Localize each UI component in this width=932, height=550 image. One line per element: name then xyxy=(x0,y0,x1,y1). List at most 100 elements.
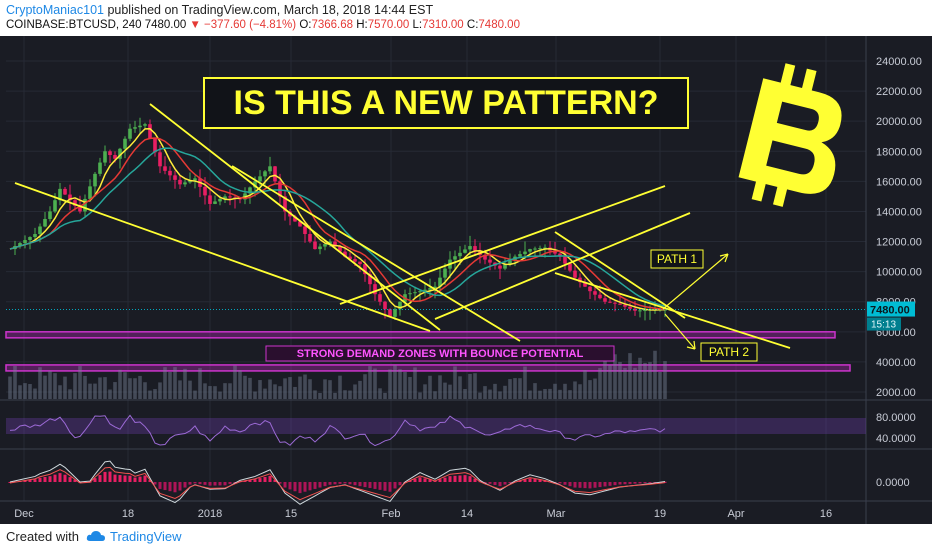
volume-bar xyxy=(228,383,232,399)
low-value: 7310.00 xyxy=(422,19,464,31)
macd-histogram-bar xyxy=(258,478,262,482)
time-tick-label: 19 xyxy=(654,508,666,520)
volume-bar xyxy=(193,390,197,399)
volume-bar xyxy=(148,390,152,399)
macd-histogram-bar xyxy=(123,475,127,482)
volume-bar xyxy=(178,380,182,399)
macd-histogram-bar xyxy=(163,482,167,491)
macd-histogram-bar xyxy=(498,482,502,487)
volume-bar xyxy=(343,390,347,399)
candle-body xyxy=(573,270,577,278)
candle-body xyxy=(208,195,212,204)
volume-bar xyxy=(238,370,242,399)
headline-text: IS THIS A NEW PATTERN? xyxy=(234,84,659,122)
close-label: C: xyxy=(466,19,479,31)
volume-bar xyxy=(298,376,302,399)
volume-bar xyxy=(463,388,467,399)
macd-histogram-bar xyxy=(368,482,372,489)
volume-bar xyxy=(163,367,167,399)
volume-bar xyxy=(653,350,657,399)
time-tick-label: Dec xyxy=(14,508,34,520)
candle-body xyxy=(373,284,377,295)
candle-body xyxy=(78,205,82,212)
candle-body xyxy=(643,309,647,311)
macd-histogram-bar xyxy=(463,475,467,482)
chart-svg[interactable]: 24000.00 22000.00 20000.00 18000.00 16000.00… xyxy=(0,36,932,524)
macd-histogram-bar xyxy=(458,475,462,482)
candle-body xyxy=(298,221,302,227)
macd-histogram-bar xyxy=(28,479,32,482)
macd-histogram-bar xyxy=(493,482,497,485)
volume-bar xyxy=(8,376,12,399)
volume-bar xyxy=(613,354,617,399)
macd-histogram-bar xyxy=(63,474,67,482)
candle-body xyxy=(608,301,612,303)
chart-area[interactable]: 24000.00 22000.00 20000.00 18000.00 16000.00… xyxy=(0,36,932,524)
volume-bar xyxy=(48,370,52,399)
candle-body xyxy=(118,148,122,159)
volume-bar xyxy=(573,381,577,399)
volume-bar xyxy=(508,379,512,399)
volume-bar xyxy=(183,368,187,399)
candle-body xyxy=(103,151,107,163)
tradingview-brand[interactable]: TradingView xyxy=(110,529,182,544)
volume-bar xyxy=(283,378,287,399)
volume-bar xyxy=(438,375,442,399)
bitcoin-logo-b xyxy=(738,78,842,194)
time-tick-label: Apr xyxy=(727,508,744,520)
candle-body xyxy=(93,173,97,187)
volume-bar xyxy=(173,367,177,399)
macd-histogram-bar xyxy=(188,482,192,485)
volume-bar xyxy=(663,361,667,399)
candle-body xyxy=(53,200,57,212)
volume-bar xyxy=(233,365,237,399)
author-link[interactable]: CryptoManiac101 xyxy=(6,3,104,17)
candle-body xyxy=(158,152,162,167)
candle-body xyxy=(188,180,192,183)
candle-body xyxy=(33,234,37,238)
macd-histogram-bar xyxy=(578,482,582,488)
candle-body xyxy=(83,198,87,212)
macd-histogram-bar xyxy=(573,482,577,488)
macd-histogram-bar xyxy=(468,476,472,482)
volume-bar xyxy=(548,388,552,399)
candle-body xyxy=(633,308,637,311)
macd-histogram-bar xyxy=(443,477,447,482)
macd-histogram-bar xyxy=(133,477,137,482)
price-tick-label: 16000.00 xyxy=(876,176,922,188)
volume-bar xyxy=(568,390,572,399)
macd-histogram-bar xyxy=(563,482,567,485)
volume-bar xyxy=(378,388,382,399)
candle-body xyxy=(628,306,632,309)
volume-bar xyxy=(108,389,112,399)
volume-bar xyxy=(53,373,57,399)
volume-bar xyxy=(28,384,32,399)
macd-histogram-bar xyxy=(273,479,277,482)
volume-bar xyxy=(473,373,477,399)
volume-bar xyxy=(83,375,87,399)
candle-body xyxy=(603,298,607,302)
bitcoin-logo-stem xyxy=(801,68,817,93)
candle-body xyxy=(638,310,642,312)
candle-body xyxy=(463,249,467,253)
volume-bar xyxy=(563,383,567,399)
volume-bar xyxy=(223,383,227,399)
volume-bar xyxy=(493,383,497,399)
macd-histogram-bar xyxy=(68,477,72,482)
macd-histogram-bar xyxy=(388,482,392,492)
volume-bar xyxy=(553,383,557,399)
candle-body xyxy=(343,251,347,257)
volume-bar xyxy=(648,362,652,399)
candle-body xyxy=(223,196,227,199)
macd-histogram-bar xyxy=(293,482,297,492)
candle-body xyxy=(323,244,327,247)
low-label: L: xyxy=(412,19,423,31)
candle-body xyxy=(503,264,507,269)
candle-body xyxy=(368,274,372,285)
macd-histogram-bar xyxy=(608,482,612,486)
macd-histogram-bar xyxy=(333,482,337,485)
candle-body xyxy=(433,286,437,289)
volume-bar xyxy=(98,377,102,399)
macd-histogram-bar xyxy=(663,481,667,483)
candle-body xyxy=(518,254,522,257)
